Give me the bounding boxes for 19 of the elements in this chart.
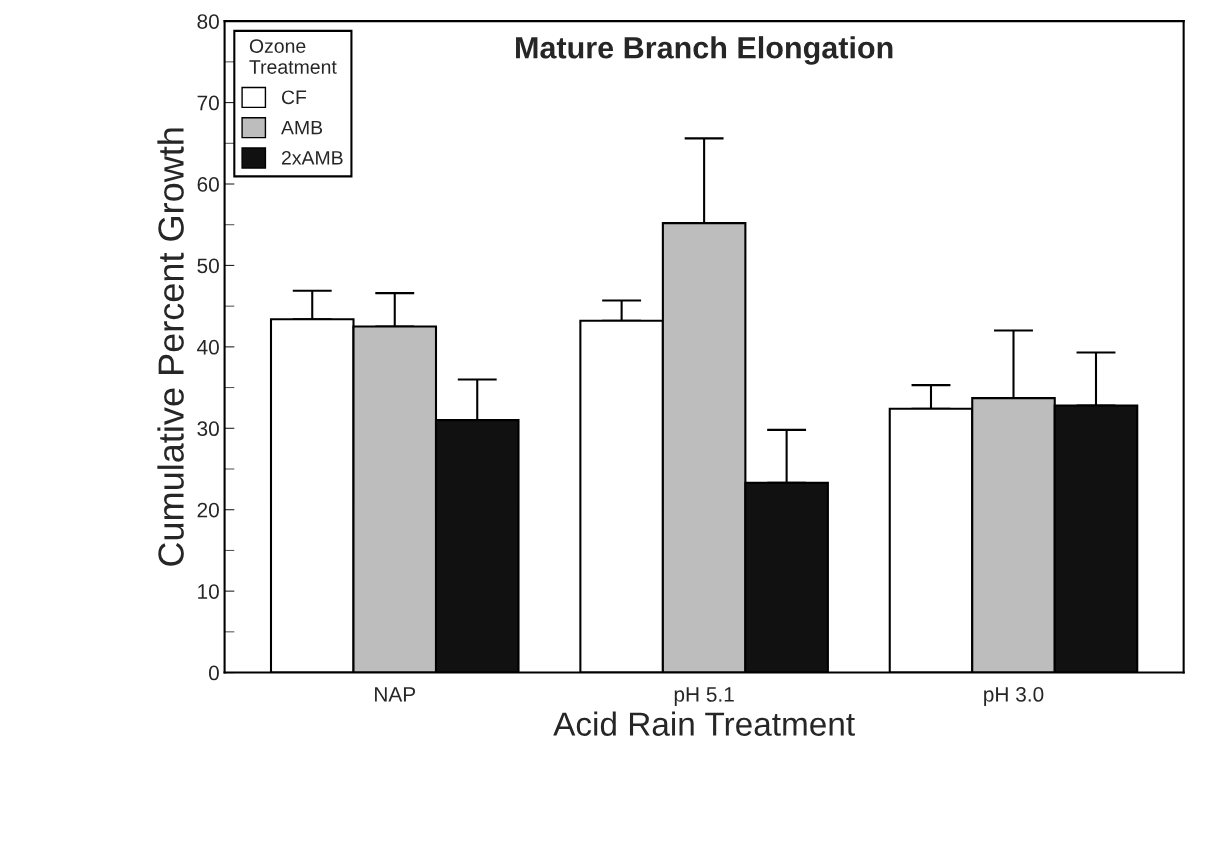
legend-label: 2xAMB: [281, 150, 343, 165]
y-tick-label: 30: [197, 421, 219, 437]
x-tick-label: NAP: [375, 687, 416, 702]
y-axis-title: Cumulative Percent Growth: [157, 128, 184, 566]
y-tick-label: 60: [197, 177, 219, 192]
x-axis-title: Acid Rain Treatment: [553, 711, 855, 736]
legend-label: CF: [281, 90, 307, 105]
x-tick-label: pH 5.1: [674, 687, 734, 706]
legend-label: AMB: [281, 120, 323, 135]
legend-title: Ozone Treatment: [249, 39, 337, 74]
y-tick-label: 10: [198, 584, 219, 599]
y-tick-label: 0: [208, 665, 219, 681]
chart-title: Mature Branch Elongation: [516, 36, 893, 65]
y-tick-label: 40: [197, 339, 219, 355]
y-tick-label: 20: [197, 502, 219, 518]
y-tick-label: 70: [197, 95, 219, 111]
y-tick-label: 80: [197, 14, 219, 29]
x-tick-label: pH 3.0: [984, 687, 1044, 706]
y-tick-label: 50: [197, 258, 219, 274]
